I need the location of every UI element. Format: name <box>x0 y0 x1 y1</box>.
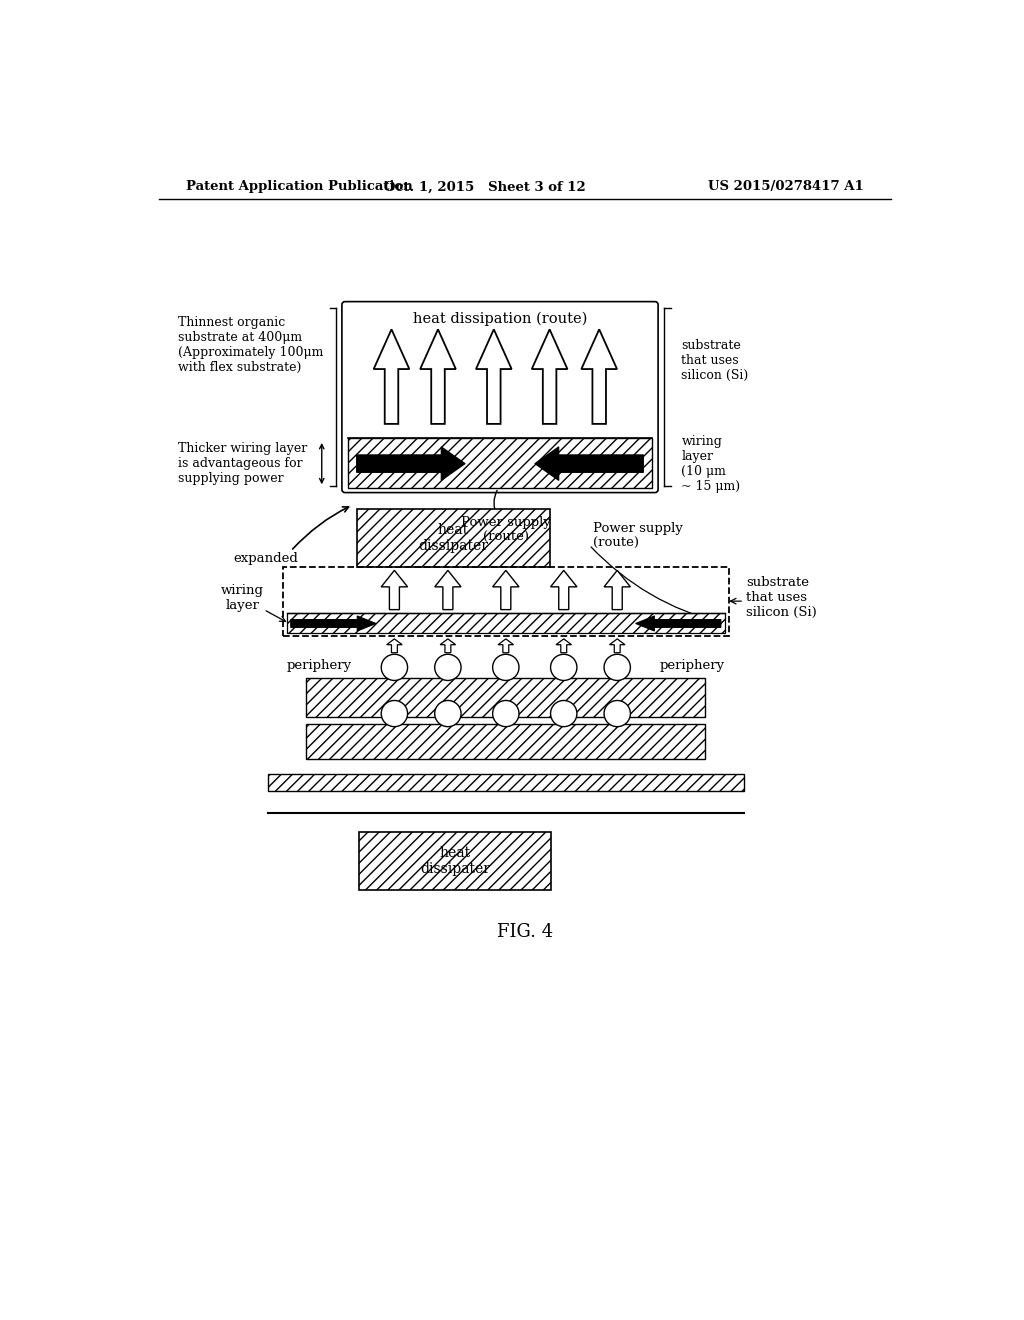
Text: wiring
layer
(10 μm
~ 15 μm): wiring layer (10 μm ~ 15 μm) <box>681 434 740 492</box>
Polygon shape <box>356 446 465 480</box>
Circle shape <box>604 655 631 681</box>
Polygon shape <box>476 330 512 424</box>
Bar <box>267 775 744 792</box>
Bar <box>359 832 551 890</box>
Polygon shape <box>531 330 567 424</box>
Polygon shape <box>582 330 617 424</box>
Text: heat dissipation (route): heat dissipation (route) <box>413 312 587 326</box>
Polygon shape <box>535 446 643 480</box>
Polygon shape <box>291 616 376 631</box>
Bar <box>306 678 706 717</box>
Circle shape <box>604 701 631 726</box>
Text: substrate
that uses
silicon (Si): substrate that uses silicon (Si) <box>746 577 817 619</box>
Text: Patent Application Publication: Patent Application Publication <box>186 181 413 194</box>
Bar <box>306 725 706 759</box>
Text: FIG. 4: FIG. 4 <box>497 923 553 941</box>
Polygon shape <box>435 570 461 610</box>
Text: heat
dissipater: heat dissipater <box>419 523 488 553</box>
Polygon shape <box>556 639 571 653</box>
Polygon shape <box>498 639 514 653</box>
Circle shape <box>551 701 577 726</box>
Circle shape <box>551 655 577 681</box>
Text: Power supply
(route): Power supply (route) <box>461 516 551 544</box>
Text: US 2015/0278417 A1: US 2015/0278417 A1 <box>709 181 864 194</box>
Text: periphery: periphery <box>287 659 352 672</box>
Bar <box>283 566 729 636</box>
Circle shape <box>493 655 519 681</box>
Circle shape <box>435 655 461 681</box>
Text: Thicker wiring layer
is advantageous for
supplying power: Thicker wiring layer is advantageous for… <box>178 442 307 486</box>
Polygon shape <box>420 330 456 424</box>
FancyBboxPatch shape <box>342 302 658 492</box>
Circle shape <box>381 655 408 681</box>
Text: wiring
layer: wiring layer <box>221 583 264 611</box>
Bar <box>348 438 652 488</box>
Polygon shape <box>374 330 410 424</box>
Text: Oct. 1, 2015   Sheet 3 of 12: Oct. 1, 2015 Sheet 3 of 12 <box>384 181 586 194</box>
Text: Power supply
(route): Power supply (route) <box>593 521 683 549</box>
Bar <box>356 508 550 566</box>
Text: substrate
that uses
silicon (Si): substrate that uses silicon (Si) <box>681 339 749 381</box>
Text: periphery: periphery <box>659 659 725 672</box>
Polygon shape <box>387 639 402 653</box>
Circle shape <box>493 701 519 726</box>
Bar <box>287 614 725 634</box>
Circle shape <box>435 701 461 726</box>
Polygon shape <box>440 639 456 653</box>
Polygon shape <box>381 570 408 610</box>
Polygon shape <box>636 616 721 631</box>
Circle shape <box>381 701 408 726</box>
Polygon shape <box>551 570 577 610</box>
Text: Thinnest organic
substrate at 400μm
(Approximately 100μm
with flex substrate): Thinnest organic substrate at 400μm (App… <box>178 317 324 375</box>
Polygon shape <box>604 570 631 610</box>
Text: heat
dissipater: heat dissipater <box>420 846 490 876</box>
Polygon shape <box>493 570 519 610</box>
Text: expanded: expanded <box>233 552 298 565</box>
Polygon shape <box>609 639 625 653</box>
